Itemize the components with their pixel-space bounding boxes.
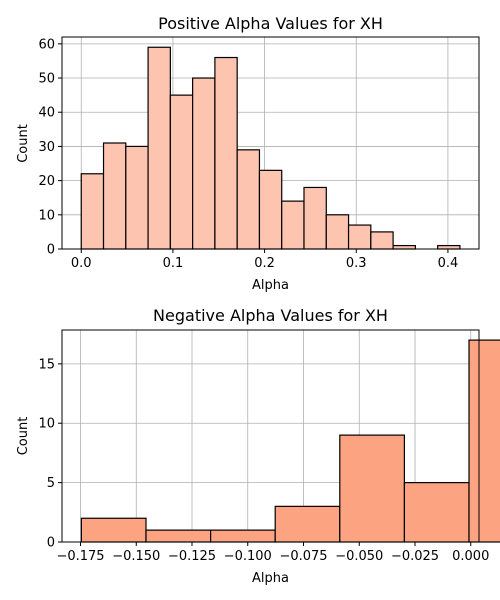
histogram-bar <box>392 244 416 250</box>
histogram-bar <box>169 94 194 250</box>
x-tick-label: −0.050 <box>335 549 383 564</box>
y-tick-label: 0 <box>47 243 55 258</box>
x-tick-label: −0.025 <box>391 549 439 564</box>
x-tick-label: −0.150 <box>112 549 160 564</box>
y-tick-label: 60 <box>38 37 55 52</box>
histogram-bar <box>147 46 171 250</box>
histogram-bar <box>210 529 276 543</box>
y-tick-label: 20 <box>38 174 55 189</box>
histogram-bar <box>468 339 500 543</box>
chart-title: Positive Alpha Values for XH <box>158 14 383 33</box>
y-ticks: 0 10 20 30 40 50 60 <box>38 37 62 258</box>
x-tick-label: 0.0 <box>71 256 92 271</box>
chart-positive: Positive Alpha Values for XH Alpha Count… <box>16 14 480 293</box>
histogram-bar <box>325 214 350 250</box>
histogram-bar <box>370 231 394 250</box>
chart-negative: Negative Alpha Values for XH Alpha Count… <box>16 306 500 586</box>
histogram-bar <box>303 186 327 250</box>
x-tick-label: 0.3 <box>346 256 367 271</box>
histogram-bar <box>339 434 406 543</box>
x-tick-label: −0.125 <box>168 549 216 564</box>
plot-frame <box>61 329 480 543</box>
histogram-bar <box>145 529 212 543</box>
histogram-bar <box>80 173 105 250</box>
histogram-bar <box>236 149 261 250</box>
y-tick-label: 10 <box>38 417 55 432</box>
histogram-bar <box>281 200 305 250</box>
x-tick-label: −0.175 <box>56 549 104 564</box>
histogram-bar <box>214 56 238 250</box>
x-ticks: −0.175 −0.150 −0.125 −0.100 −0.075 −0.050 −0.0… <box>56 542 489 564</box>
bars <box>80 46 461 250</box>
y-tick-label: 30 <box>38 140 55 155</box>
y-axis-label: Count <box>16 124 31 163</box>
y-axis-label: Count <box>16 417 31 456</box>
x-ticks: 0.0 0.1 0.2 0.3 0.4 <box>71 249 458 271</box>
histogram-bar <box>125 145 149 250</box>
y-tick-label: 10 <box>38 208 55 223</box>
histogram-bar <box>274 505 341 543</box>
histogram-bar <box>403 482 470 543</box>
bars <box>80 339 500 543</box>
y-tick-label: 5 <box>47 476 55 491</box>
chart-title: Negative Alpha Values for XH <box>153 306 388 325</box>
y-ticks: 0 5 10 15 <box>38 357 62 551</box>
x-tick-label: −0.100 <box>224 549 272 564</box>
histogram-bar <box>102 142 127 250</box>
y-tick-label: 0 <box>47 536 55 551</box>
x-axis-label: Alpha <box>252 571 289 586</box>
x-tick-label: −0.075 <box>279 549 327 564</box>
y-tick-label: 40 <box>38 106 55 121</box>
y-tick-label: 15 <box>38 357 55 372</box>
histogram-bar <box>258 169 283 250</box>
x-axis-label: Alpha <box>252 278 289 293</box>
x-tick-label: 0.000 <box>452 549 489 564</box>
histogram-bar <box>437 244 461 250</box>
histogram-bar <box>192 77 216 250</box>
y-tick-label: 50 <box>38 72 55 87</box>
x-tick-label: 0.1 <box>163 256 184 271</box>
plot-frame <box>61 36 480 250</box>
x-tick-label: 0.4 <box>438 256 459 271</box>
x-tick-label: 0.2 <box>254 256 275 271</box>
histogram-bar <box>80 517 147 543</box>
histogram-bar <box>347 224 372 250</box>
